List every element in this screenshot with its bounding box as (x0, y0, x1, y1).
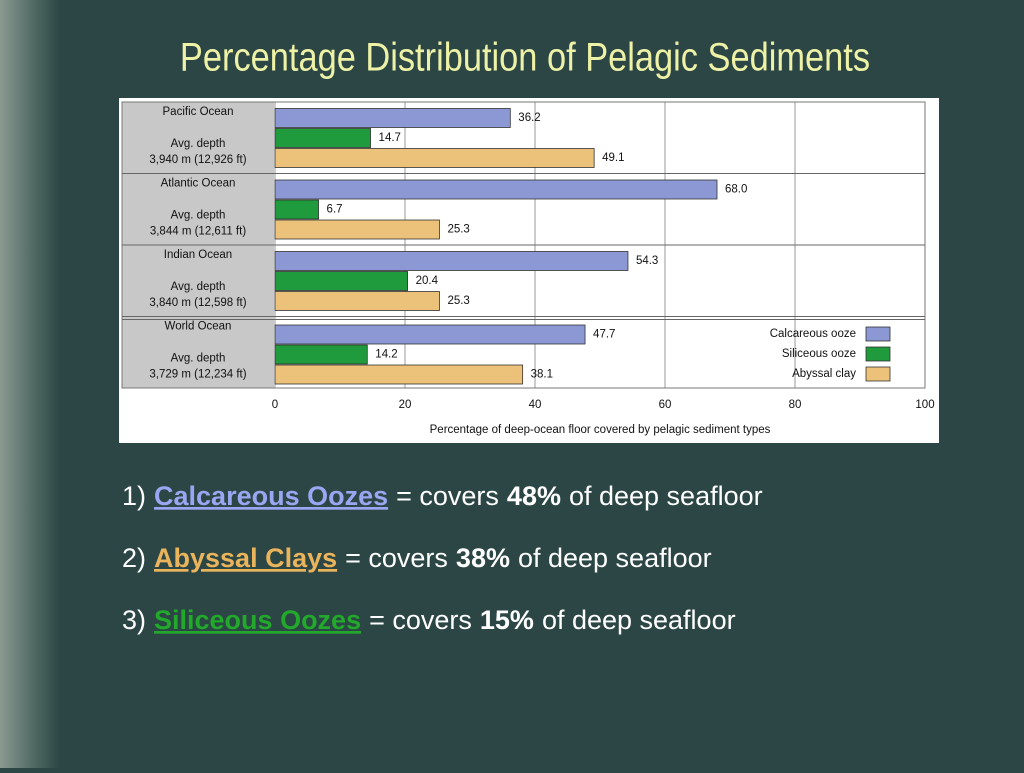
value-label: 54.3 (636, 255, 658, 267)
value-label: 49.1 (602, 152, 624, 164)
depth-value: 3,844 m (12,611 ft) (150, 226, 246, 238)
category-label: Indian Ocean (164, 249, 232, 261)
x-tick-label: 100 (915, 399, 934, 411)
x-tick-label: 40 (529, 399, 542, 411)
category-label: World Ocean (165, 321, 232, 333)
x-tick-label: 60 (659, 399, 672, 411)
bullet: 3) Siliceous Oozes = covers 15% of deep seaf… (122, 605, 736, 635)
depth-label: Avg. depth (171, 353, 226, 365)
legend-swatch (865, 326, 891, 342)
bar (274, 251, 629, 271)
bar (274, 271, 409, 291)
category-label: Atlantic Ocean (161, 178, 236, 190)
value-label: 6.7 (327, 204, 343, 216)
value-label: 20.4 (416, 275, 439, 287)
bullet-amount: 48% (507, 481, 561, 511)
bullet: 2) Abyssal Clays = covers 38% of deep seaflo… (122, 543, 712, 573)
bullet-amount: 38% (456, 543, 510, 573)
depth-value: 3,940 m (12,926 ft) (149, 154, 246, 166)
bar (274, 128, 371, 148)
depth-label: Avg. depth (171, 210, 226, 222)
bar (274, 364, 524, 385)
legend-swatch (865, 346, 891, 362)
bullet-term: Abyssal Clays (154, 543, 337, 573)
legend-label: Calcareous ooze (770, 328, 856, 340)
bullet-rest: of deep seafloor (542, 605, 736, 635)
value-label: 36.2 (518, 112, 540, 124)
bar (274, 324, 586, 345)
bullet-verb: = covers (345, 543, 448, 573)
bar (274, 219, 440, 240)
bullet-term: Siliceous Oozes (154, 605, 361, 635)
bullet-verb: = covers (396, 481, 499, 511)
bullets: 1) Calcareous Oozes = covers 48% of deep sea… (122, 481, 763, 635)
value-label: 14.2 (375, 349, 397, 361)
value-label: 38.1 (531, 369, 553, 381)
bar (274, 291, 440, 311)
bullet-rest: of deep seafloor (518, 543, 712, 573)
bar (274, 179, 718, 200)
x-tick-label: 80 (789, 399, 802, 411)
legend-swatch (865, 366, 891, 382)
decor-strip (0, 0, 60, 768)
depth-label: Avg. depth (171, 281, 226, 293)
chart: 0 20 40 60 80 100 Percentage of deep-ocean flo… (121, 101, 935, 436)
legend-label: Siliceous ooze (782, 348, 856, 360)
x-tick-label: 0 (272, 399, 278, 411)
legend-label: Abyssal clay (792, 368, 856, 380)
bullet-verb: = covers (369, 605, 472, 635)
value-label: 68.0 (725, 184, 747, 196)
bullet: 1) Calcareous Oozes = covers 48% of deep sea… (122, 481, 763, 511)
bar (274, 199, 319, 220)
bullet-number: 3) (122, 605, 146, 635)
bullet-rest: of deep seafloor (569, 481, 763, 511)
category-label: Pacific Ocean (163, 106, 234, 118)
depth-value: 3,840 m (12,598 ft) (149, 297, 246, 309)
bullet-amount: 15% (480, 605, 534, 635)
value-label: 14.7 (379, 132, 401, 144)
bullet-number: 1) (122, 481, 146, 511)
bar (274, 148, 595, 168)
depth-value: 3,729 m (12,234 ft) (149, 369, 246, 381)
x-axis-label: Percentage of deep-ocean floor covered b… (430, 424, 771, 436)
value-label: 47.7 (593, 329, 615, 341)
depth-label: Avg. depth (171, 138, 226, 150)
bar (274, 108, 511, 128)
bar (274, 344, 368, 365)
bullet-term: Calcareous Oozes (154, 481, 388, 511)
value-label: 25.3 (447, 224, 469, 236)
slide-title: Percentage Distribution of Pelagic Sedim… (180, 34, 870, 79)
x-tick-label: 20 (399, 399, 412, 411)
value-label: 25.3 (447, 295, 469, 307)
bullet-number: 2) (122, 543, 146, 573)
